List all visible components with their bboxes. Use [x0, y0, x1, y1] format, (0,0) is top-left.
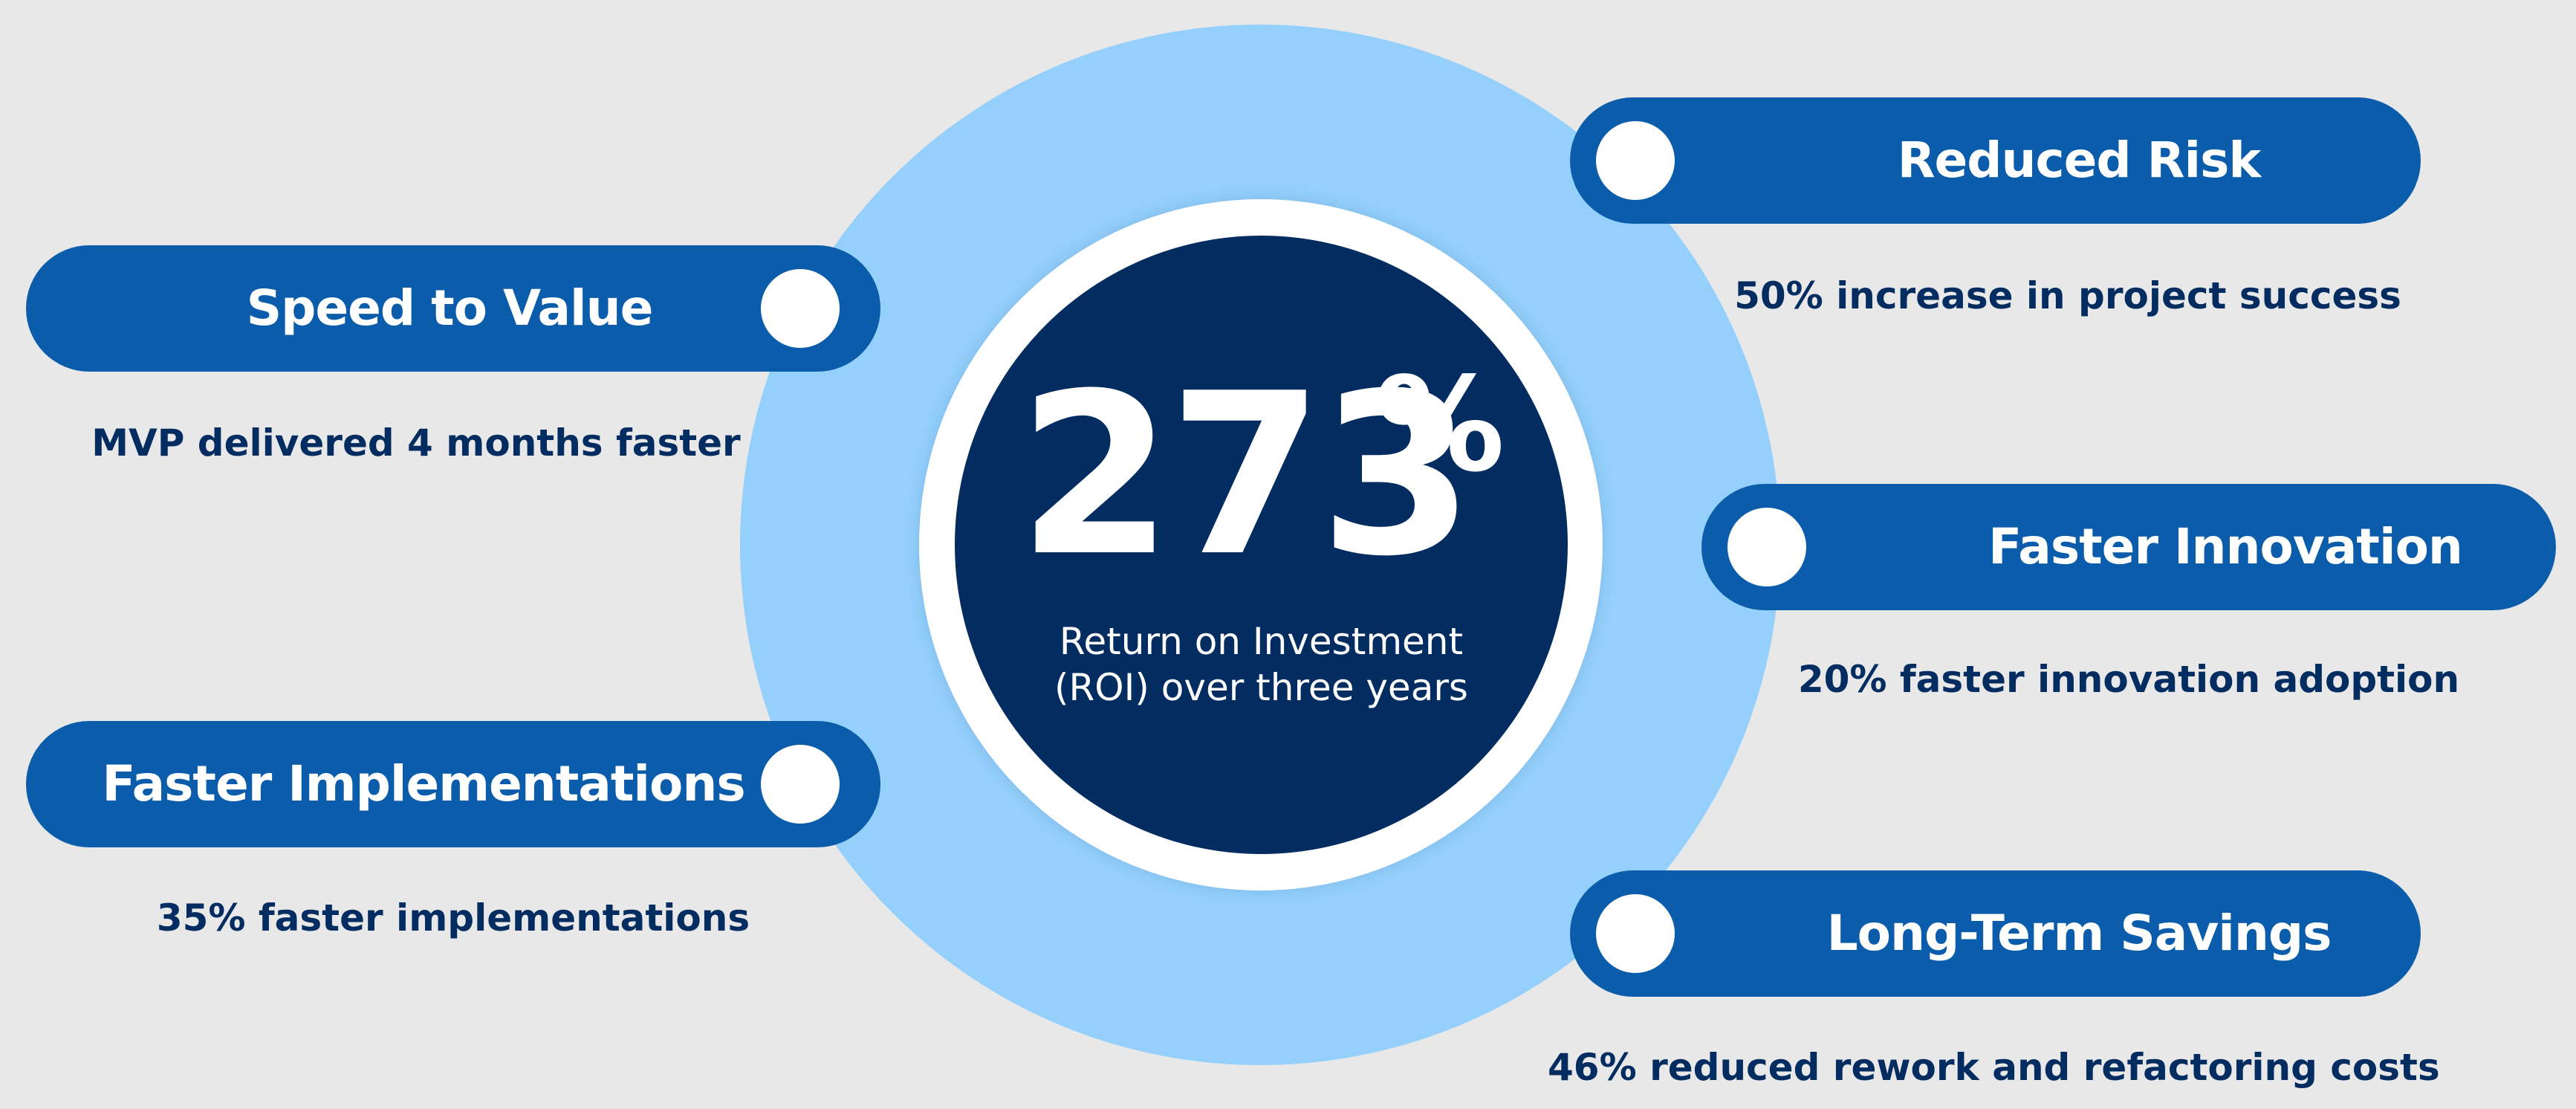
roi-value: 273: [1018, 346, 1474, 605]
bullet-dot-icon: [761, 745, 840, 824]
benefit-title: Reduced Risk: [1897, 132, 2262, 189]
bullet-dot-icon: [1596, 121, 1675, 200]
roi-caption-line-1: Return on Investment: [1059, 620, 1464, 663]
benefit-description-long-term-savings: 46% reduced rework and refactoring costs: [1548, 1046, 2440, 1089]
roi-caption-line-2: (ROI) over three years: [1054, 666, 1468, 709]
benefit-title: Faster Innovation: [1988, 518, 2463, 575]
bullet-dot-icon: [1727, 508, 1806, 586]
benefit-description-faster-innovation: 20% faster innovation adoption: [1797, 658, 2460, 701]
benefit-pill-faster-innovation: Faster Innovation: [1701, 484, 2556, 610]
benefit-pill-faster-implementations: Faster Implementations: [26, 721, 880, 847]
roi-percent-sign: %: [1375, 350, 1505, 501]
roi-circle: [955, 236, 1568, 854]
benefit-title: Speed to Value: [246, 279, 654, 337]
benefit-pill-long-term-savings: Long-Term Savings: [1570, 870, 2421, 997]
roi-caption: Return on Investment (ROI) over three ye…: [966, 618, 1557, 711]
bullet-dot-icon: [1596, 894, 1675, 973]
benefit-description-speed-to-value: MVP delivered 4 months faster: [91, 421, 741, 465]
bullet-dot-icon: [761, 269, 840, 348]
benefit-pill-speed-to-value: Speed to Value: [26, 245, 880, 372]
benefit-title: Faster Implementations: [102, 755, 745, 812]
benefit-pill-reduced-risk: Reduced Risk: [1570, 97, 2421, 224]
benefit-description-reduced-risk: 50% increase in project success: [1734, 274, 2401, 317]
benefit-title: Long-Term Savings: [1826, 905, 2332, 962]
benefit-description-faster-implementations: 35% faster implementations: [156, 896, 750, 940]
